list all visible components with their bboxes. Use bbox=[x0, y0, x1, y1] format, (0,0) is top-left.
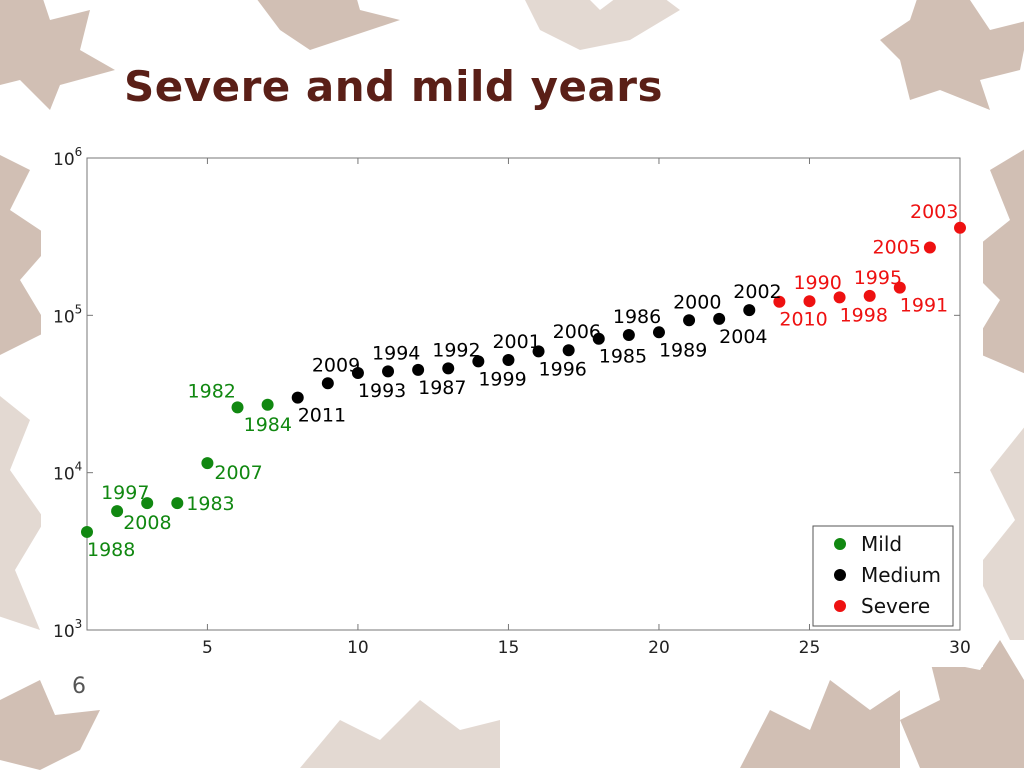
data-point bbox=[833, 291, 846, 304]
legend-marker bbox=[834, 600, 846, 612]
data-point bbox=[863, 289, 876, 302]
data-label: 1991 bbox=[900, 295, 948, 317]
leaf-decoration-icon bbox=[0, 0, 115, 110]
data-point bbox=[382, 365, 395, 378]
y-tick-label: 103 bbox=[53, 617, 82, 642]
data-point bbox=[713, 312, 726, 325]
data-point bbox=[111, 505, 124, 518]
data-label: 1988 bbox=[87, 539, 135, 561]
data-label: 2004 bbox=[719, 326, 767, 348]
data-label: 2008 bbox=[123, 512, 171, 534]
x-tick-label: 30 bbox=[949, 638, 971, 658]
data-label: 1994 bbox=[372, 342, 420, 364]
data-label: 1996 bbox=[539, 358, 587, 380]
data-point bbox=[532, 345, 545, 358]
page-title: Severe and mild years bbox=[124, 62, 664, 111]
data-point bbox=[81, 525, 93, 538]
data-point bbox=[743, 304, 756, 317]
leaf-decoration-icon bbox=[740, 680, 900, 768]
chart-panel: 103 104 105 106 5 10 15 20 25 30 1988 1997 2008 198… bbox=[41, 132, 983, 667]
legend-entry: Medium bbox=[861, 563, 941, 587]
data-point bbox=[592, 332, 605, 345]
data-labels: 1988 1997 2008 1983 2007 1982 1984 2011 2009 1993… bbox=[87, 201, 958, 561]
data-label: 1993 bbox=[358, 380, 406, 402]
data-point bbox=[321, 377, 334, 390]
data-point bbox=[773, 295, 786, 308]
leaf-decoration-icon bbox=[960, 149, 1024, 374]
x-tick-label: 10 bbox=[347, 638, 369, 658]
data-label: 2009 bbox=[312, 354, 360, 376]
legend-entry: Severe bbox=[861, 594, 930, 618]
data-label: 1987 bbox=[418, 377, 466, 399]
data-label: 2011 bbox=[298, 405, 346, 427]
data-point bbox=[472, 355, 485, 368]
legend-marker bbox=[834, 538, 846, 550]
data-point bbox=[562, 344, 575, 357]
data-point bbox=[171, 497, 184, 510]
leaf-decoration-icon bbox=[0, 680, 100, 770]
data-point bbox=[231, 401, 244, 414]
data-label: 1995 bbox=[854, 267, 902, 289]
page-number: 6 bbox=[72, 674, 86, 699]
data-label: 1998 bbox=[840, 304, 888, 326]
data-label: 1982 bbox=[188, 380, 236, 402]
data-label: 1989 bbox=[659, 339, 707, 361]
leaf-decoration-icon bbox=[900, 640, 1024, 768]
leaf-decoration-icon bbox=[0, 396, 45, 630]
y-tick-label: 106 bbox=[53, 145, 82, 170]
data-point bbox=[652, 326, 665, 339]
leaf-decoration-icon bbox=[880, 0, 1024, 110]
leaf-decoration-icon bbox=[300, 700, 500, 768]
data-point bbox=[261, 398, 274, 411]
data-label: 2006 bbox=[553, 321, 601, 343]
legend-marker bbox=[834, 569, 846, 581]
data-label: 2005 bbox=[873, 236, 921, 258]
data-point bbox=[201, 457, 214, 470]
data-point bbox=[893, 281, 906, 294]
data-label: 1992 bbox=[432, 339, 480, 361]
x-axis: 5 10 15 20 25 30 bbox=[202, 158, 971, 658]
data-point bbox=[412, 363, 425, 376]
chart-legend: Mild Medium Severe bbox=[812, 525, 954, 627]
data-points bbox=[81, 221, 966, 538]
x-tick-label: 25 bbox=[799, 638, 821, 658]
data-label: 2000 bbox=[673, 291, 721, 313]
leaf-decoration-icon bbox=[257, 0, 400, 50]
data-label: 1984 bbox=[244, 414, 292, 436]
plot-area-frame bbox=[86, 157, 961, 631]
x-tick-label: 5 bbox=[202, 638, 213, 658]
data-label: 1985 bbox=[599, 346, 647, 368]
leaf-decoration-icon bbox=[975, 427, 1024, 640]
data-label: 2001 bbox=[492, 331, 540, 353]
data-point bbox=[141, 497, 154, 510]
data-point bbox=[442, 362, 455, 375]
data-point bbox=[291, 391, 304, 404]
leaf-decoration-icon bbox=[0, 155, 55, 355]
x-tick-label: 15 bbox=[498, 638, 520, 658]
data-label: 1997 bbox=[101, 482, 149, 504]
data-point bbox=[351, 367, 364, 380]
data-label: 2010 bbox=[779, 309, 827, 331]
data-point bbox=[683, 314, 696, 327]
data-point bbox=[622, 328, 635, 341]
data-point bbox=[502, 354, 515, 367]
data-point bbox=[954, 221, 966, 234]
legend-entry: Mild bbox=[861, 532, 902, 556]
leaf-decoration-icon bbox=[525, 0, 680, 50]
data-label: 1990 bbox=[793, 272, 841, 294]
data-label: 1983 bbox=[186, 493, 234, 515]
data-label: 1986 bbox=[613, 306, 661, 328]
data-label: 2002 bbox=[733, 281, 781, 303]
data-label: 1999 bbox=[478, 368, 526, 390]
y-tick-label: 104 bbox=[53, 460, 82, 485]
x-tick-label: 20 bbox=[648, 638, 670, 658]
data-point bbox=[803, 295, 816, 308]
data-label: 2003 bbox=[910, 201, 958, 223]
data-label: 2007 bbox=[214, 462, 262, 484]
data-point bbox=[923, 241, 936, 254]
y-tick-label: 105 bbox=[53, 302, 82, 327]
